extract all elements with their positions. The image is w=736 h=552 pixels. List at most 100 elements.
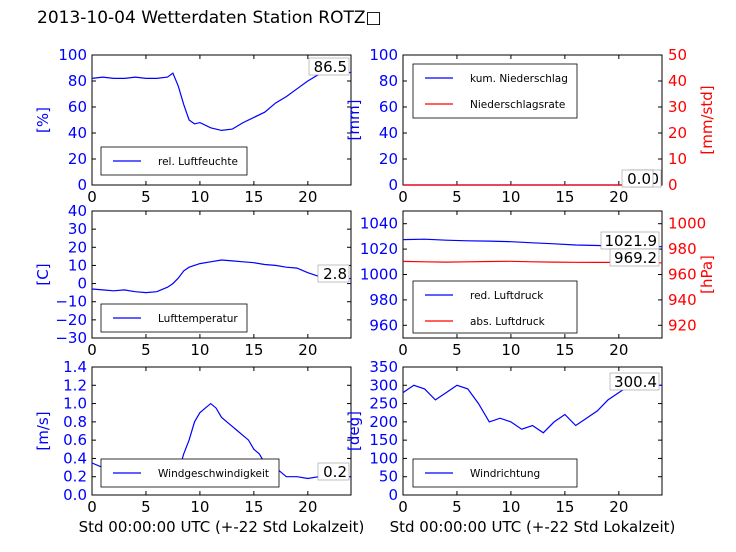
y-axis-label: [%] [34, 107, 52, 133]
y-tick-label: −30 [55, 329, 87, 347]
series-line-1 [91, 259, 351, 294]
legend-label: kum. Niederschlag [470, 73, 568, 85]
y-tick-label: 50 [379, 468, 398, 486]
x-tick-label: 20 [298, 341, 317, 359]
y-tick-label: 1000 [360, 266, 398, 284]
y-axis-label: [deg] [345, 411, 363, 451]
legend-label: Windgeschwindigkeit [158, 468, 269, 480]
x-tick-label: 10 [501, 341, 520, 359]
legend-label: Windrichtung [470, 468, 540, 480]
legend-box [412, 63, 578, 119]
value-label-box [609, 372, 660, 391]
x-tick-label: 20 [298, 188, 317, 206]
value-label: 2.8 [323, 265, 347, 283]
y2-tick-label: 960 [668, 266, 697, 284]
value-label: 86.5 [314, 58, 347, 76]
series-line-1 [91, 71, 351, 132]
y-tick-label: 1.2 [63, 376, 87, 394]
y-tick-label: 0 [388, 486, 398, 504]
y-tick-label: 0 [77, 275, 87, 293]
chart-legend: Windgeschwindigkeit [100, 458, 280, 488]
x-tick-label: 10 [501, 188, 520, 206]
y-tick-label: 30 [68, 220, 87, 238]
y-tick-label: 1.4 [63, 358, 87, 376]
y-tick-label: 200 [369, 413, 398, 431]
value-label-box [308, 57, 350, 76]
chart-panel-3: 0 5 10 15 20−30−20−10010203040[C]Lufttempera… [34, 202, 352, 359]
y2-tick-label: 20 [668, 124, 687, 142]
value-label-2: 969.2 [614, 249, 657, 267]
y-tick-label: 300 [369, 376, 398, 394]
value-label-2: 0.0 [627, 170, 651, 188]
page-title: 2013-10-04 Wetterdaten Station ROTZ□ [37, 8, 382, 28]
chart-panel-4: 0 5 10 15 20 960 980 1000 1020 1040 920 940 960 980 10… [360, 210, 716, 359]
x-tick-label: 15 [244, 188, 263, 206]
y2-tick-label: 0 [668, 176, 678, 194]
y-tick-label: 0.4 [63, 449, 87, 467]
x-tick-label: 5 [141, 341, 151, 359]
x-tick-label: 0 [398, 188, 408, 206]
chart-legend: kum. Niederschlag Niederschlagsrate [412, 63, 578, 119]
y-axis-label: [mm] [345, 100, 363, 141]
y-tick-label: 0 [388, 176, 398, 194]
y-tick-label: 80 [68, 72, 87, 90]
y-tick-label: 0.6 [63, 431, 87, 449]
y-tick-label: 20 [68, 150, 87, 168]
chart-panel-1: 0 5 10 15 20 0 20 40 60 80 100 [%] rel. Luftfeuchte 8… [34, 46, 352, 206]
y-tick-label: 0.8 [63, 413, 87, 431]
legend-label: red. Luftdruck [470, 290, 544, 302]
chart-panel-2: 0 5 10 15 20 0 20 40 60 80 100 0 10 20 30 40 50 [mm] [mm/s… [345, 46, 716, 206]
x-tick-label: 20 [609, 498, 628, 516]
x-tick-label: 0 [398, 341, 408, 359]
x-axis-label: Std 00:00:00 UTC (+-22 Std Lokalzeit) [79, 518, 365, 536]
plot-frame [402, 366, 663, 496]
chart-legend: Lufttemperatur [100, 303, 248, 333]
y2-tick-label: 920 [668, 316, 697, 334]
x-tick-label: 10 [501, 498, 520, 516]
value-label: 0.2 [323, 463, 347, 481]
y-tick-label: 10 [68, 256, 87, 274]
x-tick-label: 10 [190, 188, 209, 206]
x-tick-label: 20 [298, 498, 317, 516]
y-tick-label: 0 [77, 176, 87, 194]
y2-tick-label: 980 [668, 240, 697, 258]
y-tick-label: 1040 [360, 215, 398, 233]
y2-tick-label: 1000 [668, 215, 706, 233]
legend-label: rel. Luftfeuchte [158, 156, 238, 168]
legend-label: Lufttemperatur [158, 313, 238, 325]
legend-label: abs. Luftdruck [470, 316, 546, 328]
y-tick-label: 60 [68, 98, 87, 116]
x-tick-label: 0 [87, 188, 97, 206]
value-label-2-box [609, 248, 660, 267]
x-tick-label: 15 [555, 341, 574, 359]
y-tick-label: 40 [68, 124, 87, 142]
y-tick-label: 20 [379, 150, 398, 168]
y-tick-label: 100 [369, 46, 398, 64]
x-tick-label: 5 [452, 498, 462, 516]
x-tick-label: 5 [452, 341, 462, 359]
x-tick-label: 20 [609, 341, 628, 359]
y2-tick-label: 50 [668, 46, 687, 64]
y-tick-label: 1020 [360, 240, 398, 258]
y-tick-label: 100 [369, 449, 398, 467]
value-label-box [317, 462, 350, 481]
y2-axis-label: [mm/std] [698, 85, 716, 154]
x-tick-label: 15 [555, 188, 574, 206]
x-tick-label: 0 [87, 341, 97, 359]
y2-tick-label: 30 [668, 98, 687, 116]
y-tick-label: 0.2 [63, 468, 87, 486]
chart-panel-5: 0 5 10 15 200.00.20.40.60.81.01.21.4[m/s]Std… [34, 358, 364, 536]
value-label-box [317, 264, 350, 283]
x-tick-label: 10 [190, 341, 209, 359]
y2-tick-label: 10 [668, 150, 687, 168]
y-tick-label: 250 [369, 395, 398, 413]
y-tick-label: 960 [369, 316, 398, 334]
y2-axis-label: [hPa] [698, 255, 716, 294]
x-tick-label: 5 [141, 498, 151, 516]
x-tick-label: 15 [555, 498, 574, 516]
chart-legend: Windrichtung [412, 458, 578, 488]
y-tick-label: 40 [379, 124, 398, 142]
x-tick-label: 15 [244, 498, 263, 516]
x-tick-label: 0 [87, 498, 97, 516]
legend-label: Niederschlagsrate [470, 99, 565, 111]
